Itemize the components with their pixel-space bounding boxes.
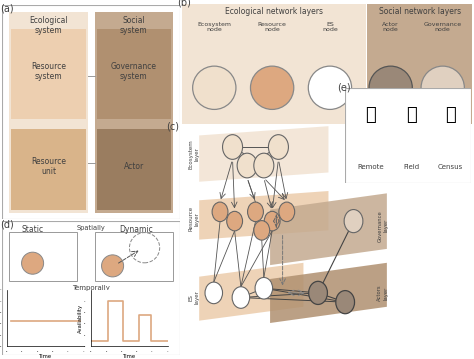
Ellipse shape	[255, 278, 273, 299]
Ellipse shape	[308, 66, 352, 109]
Ellipse shape	[227, 211, 243, 231]
Polygon shape	[199, 126, 328, 182]
Ellipse shape	[205, 282, 222, 304]
Ellipse shape	[344, 210, 363, 233]
Bar	[97, 29, 171, 118]
Text: (b): (b)	[177, 0, 191, 8]
Polygon shape	[270, 263, 387, 323]
Text: Ecological
system: Ecological system	[29, 16, 68, 36]
Ellipse shape	[421, 66, 465, 109]
Ellipse shape	[369, 66, 412, 109]
Bar	[11, 29, 86, 118]
Text: Resource
layer: Resource layer	[189, 206, 200, 231]
Text: (a): (a)	[0, 3, 14, 13]
Bar	[367, 4, 472, 124]
Text: Remote: Remote	[357, 164, 383, 170]
Ellipse shape	[254, 220, 270, 240]
Text: 🛰: 🛰	[365, 106, 375, 123]
X-axis label: Time: Time	[123, 354, 136, 359]
Text: Ecosystem
layer: Ecosystem layer	[189, 139, 200, 169]
Ellipse shape	[101, 255, 124, 277]
Bar	[9, 232, 77, 281]
Bar	[11, 129, 86, 210]
Bar	[97, 129, 171, 210]
Ellipse shape	[222, 135, 243, 159]
Text: Governance
node: Governance node	[424, 22, 462, 32]
Text: Ecological network layers: Ecological network layers	[225, 7, 323, 16]
Text: Resource
node: Resource node	[258, 22, 287, 32]
Text: Static: Static	[21, 225, 44, 234]
Text: Actor: Actor	[124, 162, 144, 171]
Ellipse shape	[279, 202, 295, 222]
Ellipse shape	[129, 233, 160, 263]
Ellipse shape	[264, 211, 280, 231]
Text: Resource
system: Resource system	[31, 62, 66, 81]
Text: 🧑: 🧑	[406, 106, 417, 123]
Ellipse shape	[268, 135, 289, 159]
X-axis label: Time: Time	[39, 354, 52, 359]
Text: Field: Field	[403, 164, 419, 170]
Text: Governance
system: Governance system	[111, 62, 157, 81]
Text: ES
node: ES node	[322, 22, 338, 32]
Polygon shape	[199, 263, 303, 321]
Text: Census: Census	[438, 164, 463, 170]
Bar	[95, 232, 173, 281]
Text: Resource
unit: Resource unit	[31, 157, 66, 176]
Ellipse shape	[232, 287, 250, 308]
Text: (e): (e)	[337, 82, 351, 92]
Text: Social
system: Social system	[120, 16, 148, 36]
Text: ES
layer: ES layer	[189, 290, 200, 304]
Text: Dynamic: Dynamic	[119, 225, 153, 234]
Ellipse shape	[250, 66, 294, 109]
Bar	[9, 12, 88, 213]
Polygon shape	[199, 191, 328, 240]
Text: (c): (c)	[166, 122, 179, 131]
Text: Temporally: Temporally	[73, 285, 110, 292]
Y-axis label: Availability: Availability	[78, 304, 83, 333]
Ellipse shape	[254, 153, 274, 178]
Ellipse shape	[237, 153, 257, 178]
Bar	[182, 4, 366, 124]
Ellipse shape	[212, 202, 228, 222]
Text: (d): (d)	[0, 219, 14, 229]
Text: Ecosystem
node: Ecosystem node	[197, 22, 231, 32]
Ellipse shape	[309, 281, 328, 304]
Text: Spatially: Spatially	[77, 225, 106, 231]
Ellipse shape	[192, 66, 236, 109]
Text: 📋: 📋	[445, 106, 456, 123]
Text: Actor
node: Actor node	[383, 22, 399, 32]
Ellipse shape	[22, 252, 44, 274]
Text: Governance
layer: Governance layer	[377, 210, 388, 242]
Text: Actors
layer: Actors layer	[377, 285, 388, 301]
Text: Social network layers: Social network layers	[379, 7, 461, 16]
Ellipse shape	[336, 290, 355, 314]
Polygon shape	[270, 193, 387, 265]
Ellipse shape	[247, 202, 264, 222]
Bar	[95, 12, 173, 213]
